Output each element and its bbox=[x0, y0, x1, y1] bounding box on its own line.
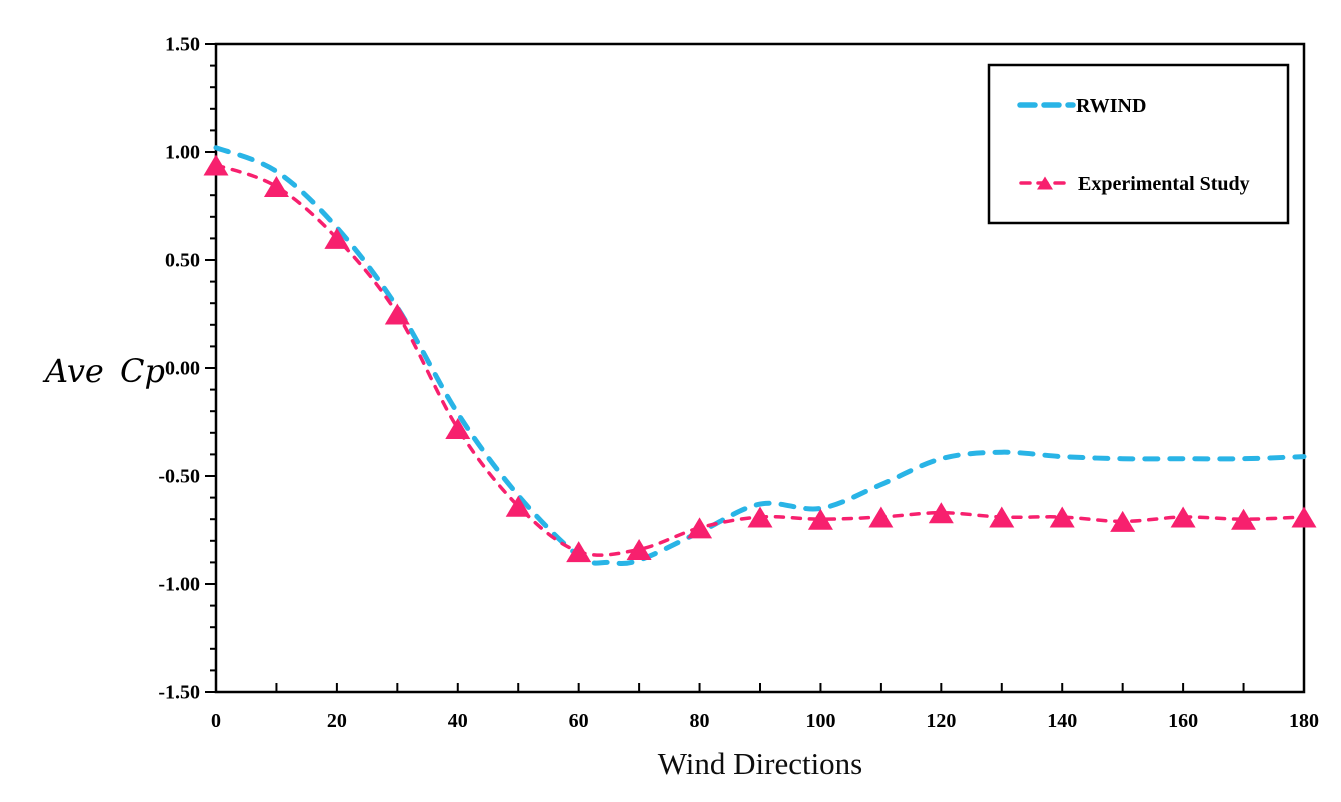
y-tick-label: 0.50 bbox=[165, 250, 200, 272]
triangle-marker bbox=[989, 506, 1015, 528]
triangle-marker bbox=[1110, 510, 1136, 532]
x-tick-label: 40 bbox=[448, 710, 468, 732]
x-tick-label: 180 bbox=[1289, 710, 1319, 732]
triangle-marker bbox=[203, 154, 229, 176]
triangle-marker bbox=[505, 495, 531, 517]
legend: RWIND Experimental Study bbox=[987, 63, 1290, 225]
legend-box bbox=[987, 63, 1290, 225]
x-axis-title: Wind Directions bbox=[657, 746, 863, 781]
y-tick-label: 1.50 bbox=[165, 34, 200, 56]
legend-entry: RWIND bbox=[1017, 95, 1146, 117]
legend-sample-triangle-marker bbox=[1037, 176, 1053, 190]
x-tick-label: 20 bbox=[327, 710, 347, 732]
y-tick-label: -1.00 bbox=[158, 574, 200, 596]
x-tick-label: 60 bbox=[569, 710, 589, 732]
triangle-marker bbox=[1231, 508, 1257, 530]
legend-entry: Experimental Study bbox=[1019, 173, 1250, 195]
series-line-experimental-study bbox=[214, 163, 1306, 557]
triangle-marker bbox=[1291, 506, 1317, 528]
triangle-marker bbox=[928, 502, 954, 524]
triangle-marker bbox=[868, 506, 894, 528]
y-tick-label: -1.50 bbox=[158, 682, 200, 704]
y-axis-title: Ave Cp bbox=[45, 352, 165, 390]
triangle-marker bbox=[807, 508, 833, 530]
triangle-marker bbox=[324, 227, 350, 249]
x-tick-label: 160 bbox=[1168, 710, 1198, 732]
triangle-marker bbox=[1049, 506, 1075, 528]
triangle-marker bbox=[566, 541, 592, 563]
y-tick-label: 1.00 bbox=[165, 142, 200, 164]
x-tick-label: 120 bbox=[926, 710, 956, 732]
x-tick-label: 140 bbox=[1047, 710, 1077, 732]
triangle-marker bbox=[384, 303, 410, 325]
triangle-marker bbox=[626, 538, 652, 560]
triangle-marker bbox=[445, 417, 471, 439]
legend-label: RWIND bbox=[1076, 95, 1146, 117]
x-tick-label: 80 bbox=[690, 710, 710, 732]
triangle-marker bbox=[1170, 506, 1196, 528]
y-tick-label: -0.50 bbox=[158, 466, 200, 488]
triangle-marker bbox=[747, 506, 773, 528]
y-tick-label: 0.00 bbox=[165, 358, 200, 380]
legend-label: Experimental Study bbox=[1078, 173, 1250, 195]
triangle-marker bbox=[263, 176, 289, 198]
x-tick-label: 100 bbox=[805, 710, 835, 732]
x-tick-label: 0 bbox=[211, 710, 221, 732]
triangle-marker bbox=[687, 517, 713, 539]
